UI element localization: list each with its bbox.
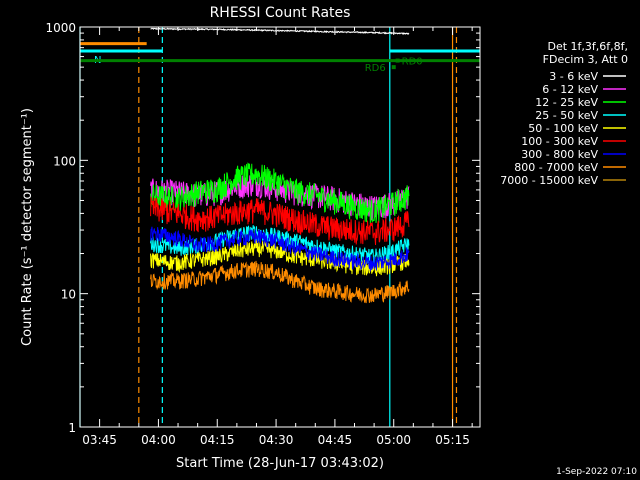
y-tick-label-0: 1: [68, 421, 76, 435]
x-tick-label-2: 04:15: [200, 433, 235, 447]
x-tick-label-4: 04:45: [318, 433, 353, 447]
legend-header-1: FDecim 3, Att 0: [543, 53, 628, 66]
legend: Det 1f,3f,6f,8f,FDecim 3, Att 0 3 - 6 keV…: [500, 40, 628, 187]
footer-timestamp: 1-Sep-2022 07:10: [556, 467, 637, 477]
flag-label-4: RD6: [365, 63, 386, 74]
series-line-5: [150, 196, 410, 246]
y-tick-label-3: 1000: [45, 21, 76, 35]
flag-marker-5: [395, 58, 400, 63]
x-tick-label-6: 05:15: [435, 433, 470, 447]
legend-label-2: 12 - 25 keV: [535, 96, 598, 109]
legend-label-0: 3 - 6 keV: [549, 70, 598, 83]
x-tick-label-0: 03:45: [82, 433, 117, 447]
legend-label-4: 50 - 100 keV: [528, 122, 598, 135]
legend-label-6: 300 - 800 keV: [521, 148, 598, 161]
legend-label-8: 7000 - 15000 keV: [500, 174, 598, 187]
y-tick-label-2: 100: [53, 154, 76, 168]
plot-area: NRD6RD0: [79, 27, 480, 427]
x-tick-label-1: 04:00: [141, 433, 176, 447]
flag-marker-4: [391, 65, 396, 70]
legend-label-3: 25 - 50 keV: [535, 109, 598, 122]
x-tick-label-3: 04:30: [259, 433, 294, 447]
x-axis-label: Start Time (28-Jun-17 03:43:02): [176, 456, 384, 471]
legend-label-5: 100 - 300 keV: [521, 135, 598, 148]
series-line-2: [150, 162, 410, 224]
series-line-7: [150, 260, 410, 304]
series-line-6: [150, 226, 410, 272]
legend-label-7: 800 - 7000 keV: [514, 161, 598, 174]
series-line-0: [150, 27, 410, 35]
legend-label-1: 6 - 12 keV: [542, 83, 598, 96]
chart-title: RHESSI Count Rates: [210, 5, 351, 21]
legend-header-0: Det 1f,3f,6f,8f,: [547, 40, 628, 53]
x-tick-label-5: 05:00: [376, 433, 411, 447]
plot-frame: [79, 26, 481, 428]
y-axis-label: Count Rate (s⁻¹ detector segment⁻¹): [20, 108, 35, 346]
axes: 03:45 04:00 04:15 04:30 04:45 05:00 05:15 1 10 10…: [45, 21, 480, 447]
y-tick-label-1: 10: [61, 288, 76, 302]
flag-label-5: RD0: [402, 57, 423, 68]
